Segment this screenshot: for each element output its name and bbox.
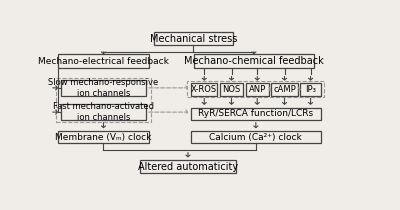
FancyBboxPatch shape (220, 83, 243, 96)
Text: NOS: NOS (222, 85, 241, 94)
FancyBboxPatch shape (58, 131, 149, 143)
Text: IP₃: IP₃ (305, 85, 316, 94)
FancyBboxPatch shape (194, 54, 314, 68)
Text: Mechanical stress: Mechanical stress (150, 34, 237, 43)
FancyBboxPatch shape (140, 160, 236, 173)
Text: Calcium (Ca²⁺) clock: Calcium (Ca²⁺) clock (210, 133, 302, 142)
Text: Slow mechano-responsive
ion channels: Slow mechano-responsive ion channels (48, 78, 158, 98)
Text: cAMP: cAMP (273, 85, 296, 94)
Text: Altered automaticity: Altered automaticity (138, 162, 238, 172)
FancyBboxPatch shape (271, 83, 298, 96)
FancyBboxPatch shape (191, 83, 218, 96)
FancyBboxPatch shape (300, 83, 321, 96)
FancyBboxPatch shape (154, 32, 233, 45)
FancyBboxPatch shape (61, 80, 146, 96)
FancyBboxPatch shape (61, 104, 146, 120)
Text: Mechano-chemical feedback: Mechano-chemical feedback (184, 56, 324, 66)
Text: ANP: ANP (249, 85, 266, 94)
Text: Membrane (Vₘ) clock: Membrane (Vₘ) clock (55, 133, 152, 142)
Text: RyR/SERCA function/LCRs: RyR/SERCA function/LCRs (198, 109, 314, 118)
Text: X-ROS: X-ROS (191, 85, 217, 94)
FancyBboxPatch shape (58, 54, 149, 68)
FancyBboxPatch shape (191, 108, 321, 120)
FancyBboxPatch shape (246, 83, 269, 96)
Text: Mechano-electrical feedback: Mechano-electrical feedback (38, 57, 169, 66)
Text: Fast mechano-activated
ion channels: Fast mechano-activated ion channels (53, 102, 154, 122)
FancyBboxPatch shape (191, 131, 321, 143)
